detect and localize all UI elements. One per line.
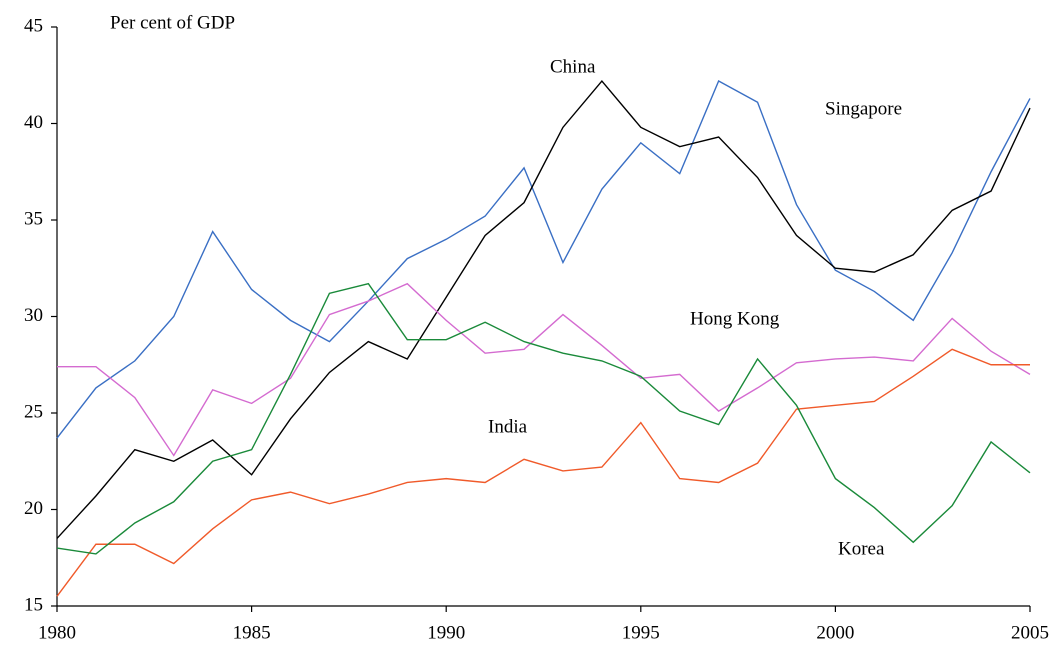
x-tick-label: 1990 bbox=[427, 622, 465, 643]
series-line bbox=[56, 80, 1031, 439]
series-line bbox=[56, 282, 1031, 555]
y-tick-label: 45 bbox=[24, 15, 43, 36]
x-tick-label: 2005 bbox=[1011, 622, 1049, 643]
series-label: Korea bbox=[838, 538, 885, 559]
series-line bbox=[57, 282, 1031, 457]
y-axis-label: Per cent of GDP bbox=[110, 12, 235, 33]
y-tick-label: 40 bbox=[24, 112, 43, 133]
y-tick-label: 20 bbox=[24, 498, 43, 519]
x-tick-label: 2000 bbox=[816, 622, 854, 643]
y-tick-label: 25 bbox=[24, 401, 43, 422]
series-label: India bbox=[488, 416, 528, 437]
series-label: China bbox=[550, 56, 596, 77]
series-line bbox=[56, 348, 1030, 597]
x-tick-label: 1980 bbox=[38, 622, 76, 643]
x-tick-label: 1985 bbox=[233, 622, 271, 643]
series-label: Hong Kong bbox=[690, 308, 780, 329]
series-line bbox=[56, 79, 1031, 539]
y-tick-label: 35 bbox=[24, 208, 43, 229]
x-tick-label: 1995 bbox=[622, 622, 660, 643]
y-tick-label: 30 bbox=[24, 305, 43, 326]
y-tick-label: 15 bbox=[24, 594, 43, 615]
series-label: Singapore bbox=[825, 98, 902, 119]
